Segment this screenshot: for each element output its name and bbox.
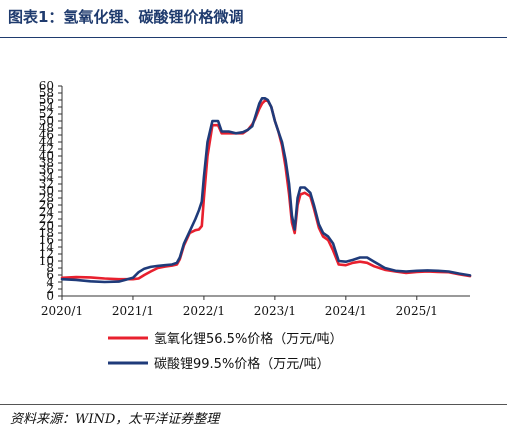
y-tick-label: 16 xyxy=(39,233,54,247)
y-tick-label: 56 xyxy=(39,93,54,107)
x-tick-label: 2021/1 xyxy=(112,304,154,318)
top-rule xyxy=(0,37,507,38)
y-tick-label: 52 xyxy=(39,107,54,121)
legend-label-1: 氢氧化锂56.5%价格（万元/吨） xyxy=(154,331,343,347)
y-tick-label: 26 xyxy=(39,198,54,212)
x-tick-label: 2023/1 xyxy=(254,304,296,318)
y-tick-label: 0 xyxy=(46,289,54,303)
chart-series xyxy=(60,97,472,284)
series-line-2 xyxy=(60,97,472,284)
x-tick-label: 2024/1 xyxy=(325,304,367,318)
chart-axes: 0246810121416182022242628303234363840424… xyxy=(39,79,470,318)
y-tick-label: 12 xyxy=(39,247,54,261)
y-tick-label: 4 xyxy=(46,275,54,289)
y-tick-label: 28 xyxy=(39,191,54,205)
y-tick-label: 58 xyxy=(39,86,54,100)
series-line-1 xyxy=(60,99,472,281)
legend-label-2: 碳酸锂99.5%价格（万元/吨） xyxy=(154,356,330,372)
y-tick-label: 42 xyxy=(39,142,54,156)
price-line-chart: 0246810121416182022242628303234363840424… xyxy=(39,79,472,372)
y-tick-label: 44 xyxy=(39,135,55,149)
y-tick-label: 34 xyxy=(39,170,55,184)
y-tick-label: 22 xyxy=(39,212,54,226)
y-tick-label: 54 xyxy=(39,100,55,114)
x-tick-label: 2022/1 xyxy=(183,304,225,318)
y-tick-label: 20 xyxy=(39,219,54,233)
y-tick-label: 48 xyxy=(39,121,54,135)
x-tick-label: 2020/1 xyxy=(41,304,83,318)
y-tick-label: 50 xyxy=(39,114,54,128)
chart-legend: 氢氧化锂56.5%价格（万元/吨） 碳酸锂99.5%价格（万元/吨） xyxy=(108,331,343,372)
source-note: 资料来源：WIND，太平洋证券整理 xyxy=(10,412,220,427)
y-tick-label: 40 xyxy=(39,149,54,163)
bottom-rule xyxy=(0,404,507,405)
y-tick-label: 32 xyxy=(39,177,54,191)
y-tick-label: 46 xyxy=(39,128,54,142)
y-tick-label: 60 xyxy=(39,79,54,93)
y-tick-label: 30 xyxy=(39,184,54,198)
y-tick-label: 18 xyxy=(39,226,54,240)
x-tick-label: 2025/1 xyxy=(396,304,438,318)
y-tick-label: 36 xyxy=(39,163,54,177)
y-tick-label: 14 xyxy=(39,240,55,254)
figure-title: 图表1：氢氧化锂、碳酸锂价格微调 xyxy=(8,8,244,26)
y-tick-label: 24 xyxy=(39,205,55,219)
y-tick-label: 38 xyxy=(39,156,54,170)
y-tick-label: 2 xyxy=(46,282,54,296)
y-tick-label: 6 xyxy=(46,268,54,282)
y-tick-label: 8 xyxy=(46,261,54,275)
y-tick-label: 10 xyxy=(39,254,54,268)
